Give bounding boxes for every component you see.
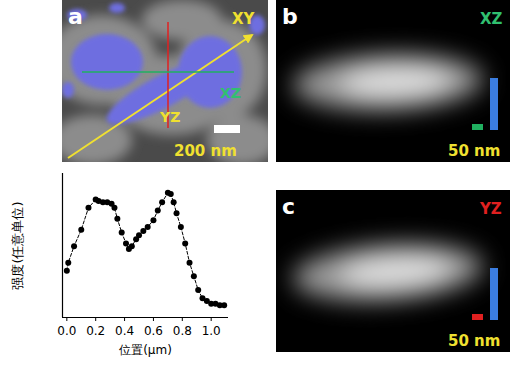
svg-text:XY: XY bbox=[232, 10, 256, 28]
svg-text:强度(任意单位): 强度(任意单位) bbox=[10, 201, 25, 289]
svg-text:50 nm: 50 nm bbox=[448, 332, 500, 350]
svg-text:0.0: 0.0 bbox=[57, 324, 76, 338]
svg-text:b: b bbox=[282, 4, 298, 29]
svg-text:XZ: XZ bbox=[220, 85, 241, 101]
svg-text:0.8: 0.8 bbox=[173, 324, 192, 338]
svg-text:0.2: 0.2 bbox=[86, 324, 105, 338]
svg-text:0.4: 0.4 bbox=[115, 324, 134, 338]
svg-text:位置(μm): 位置(μm) bbox=[119, 343, 172, 357]
svg-text:50 nm: 50 nm bbox=[448, 142, 500, 160]
svg-text:1.0: 1.0 bbox=[202, 324, 221, 338]
svg-text:a: a bbox=[68, 4, 83, 29]
svg-text:200 nm: 200 nm bbox=[174, 142, 237, 160]
svg-text:0.6: 0.6 bbox=[144, 324, 163, 338]
svg-text:YZ: YZ bbox=[159, 109, 180, 125]
svg-text:XZ: XZ bbox=[480, 10, 503, 28]
svg-text:YZ: YZ bbox=[479, 200, 502, 218]
svg-text:c: c bbox=[282, 194, 295, 219]
